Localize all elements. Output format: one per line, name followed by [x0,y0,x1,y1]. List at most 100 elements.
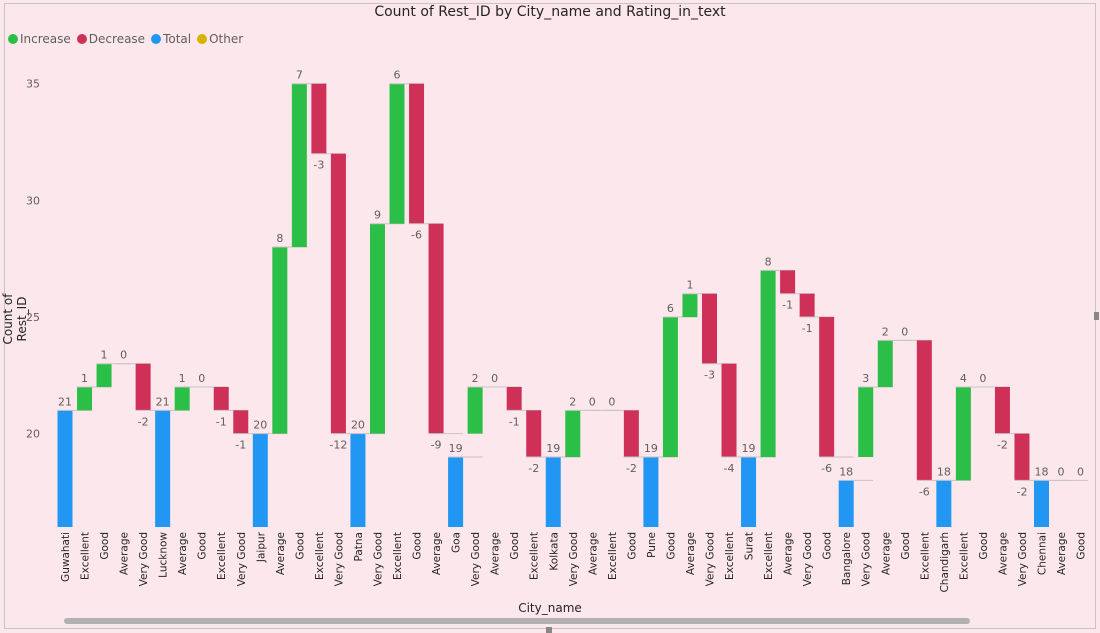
x-tick-label: Good [978,532,990,560]
bar-delta[interactable] [467,387,483,434]
data-label: 0 [1058,465,1065,478]
x-tick-label: Very Good [138,532,150,586]
x-tick-label: Average [685,532,697,575]
legend-item-total[interactable]: Total [151,32,191,46]
data-label: 20 [253,419,267,432]
data-label: -3 [704,369,715,382]
x-tick-label: Chandigarh [939,532,951,593]
bar-total[interactable] [57,410,73,527]
bar-delta[interactable] [858,387,874,458]
data-label: 6 [667,302,674,315]
horizontal-scrollbar[interactable] [64,618,970,624]
resize-handle-right[interactable] [1094,312,1099,320]
bar-delta[interactable] [877,340,893,388]
data-label: 0 [1077,465,1084,478]
bar-delta[interactable] [780,270,796,294]
x-axis-title: City_name [518,601,582,615]
bar-delta[interactable] [955,387,971,481]
legend-item-decrease[interactable]: Decrease [76,32,145,46]
bar-delta[interactable] [135,363,151,411]
data-label: -12 [329,439,347,452]
x-tick-label: Surat [744,532,756,560]
bar-delta[interactable] [330,153,346,434]
bar-delta[interactable] [994,387,1010,434]
x-tick-label: Good [294,532,306,560]
data-label: 1 [686,279,693,292]
bar-delta[interactable] [682,293,698,318]
data-label: 19 [546,442,560,455]
data-label: -1 [802,322,813,335]
bar-delta[interactable] [77,387,93,411]
data-label: 0 [979,372,986,385]
bar-delta[interactable] [526,410,542,458]
bar-delta[interactable] [389,83,405,224]
x-tick-label: Average [431,532,443,575]
bar-total[interactable] [155,410,171,527]
x-tick-label: Good [197,532,209,560]
legend-label: Other [209,32,244,46]
data-label: 21 [156,395,170,408]
bar-delta[interactable] [623,410,639,458]
x-tick-label: Chennai [1037,532,1049,575]
data-label: -2 [528,462,539,475]
bar-delta[interactable] [272,247,288,434]
data-label: -2 [138,415,149,428]
bar-delta[interactable] [428,223,444,434]
data-label: 18 [839,465,853,478]
bar-delta[interactable] [565,410,581,458]
x-tick-label: Very Good [333,532,345,586]
bar-total[interactable] [252,433,268,527]
legend: Increase Decrease Total Other [8,32,245,46]
bar-delta[interactable] [819,317,835,458]
data-label: 4 [960,372,967,385]
legend-dot-icon [8,34,18,44]
bar-delta[interactable] [174,387,190,411]
x-tick-label: Very Good [861,532,873,586]
bar-total[interactable] [545,457,561,527]
data-label: 8 [765,255,772,268]
bar-delta[interactable] [311,83,327,154]
bar-delta[interactable] [233,410,249,434]
bar-total[interactable] [1034,480,1049,527]
bar-total[interactable] [350,433,366,527]
bar-total[interactable] [741,457,757,527]
bar-delta[interactable] [662,317,678,458]
data-label: 0 [589,395,596,408]
bar-delta[interactable] [291,83,307,248]
x-tick-label: Average [880,532,892,575]
bar-delta[interactable] [799,293,815,318]
bar-delta[interactable] [213,387,229,411]
x-tick-label: Good [412,532,424,560]
x-tick-label: Average [177,532,189,575]
data-label: 1 [81,372,88,385]
x-tick-label: Average [587,532,599,575]
data-label: -2 [997,439,1008,452]
bar-delta[interactable] [1014,433,1030,481]
x-tick-label: Jaipur [255,531,267,563]
bar-total[interactable] [448,457,464,527]
x-tick-label: Average [275,532,287,575]
bar-total[interactable] [936,480,952,527]
bar-delta[interactable] [721,363,737,458]
bar-delta[interactable] [409,83,425,224]
bar-total[interactable] [838,480,854,527]
legend-item-increase[interactable]: Increase [8,32,71,46]
data-label: -2 [1016,485,1027,498]
x-tick-label: Bangalore [841,532,853,585]
x-tick-label: Very Good [568,532,580,586]
bar-delta[interactable] [506,387,522,411]
bar-delta[interactable] [916,340,932,481]
bar-delta[interactable] [760,270,776,458]
x-tick-label: Excellent [763,532,775,580]
x-tick-label: Excellent [919,532,931,580]
bar-delta[interactable] [701,293,717,364]
x-tick-label: Very Good [236,532,248,586]
bar-total[interactable] [643,457,659,527]
data-label: -2 [626,462,637,475]
resize-handle-bottom[interactable] [546,627,552,633]
legend-item-other[interactable]: Other [197,32,243,46]
bar-delta[interactable] [96,363,112,388]
bar-delta[interactable] [369,223,385,434]
data-label: -6 [411,229,422,242]
x-tick-label: Pune [646,532,658,558]
